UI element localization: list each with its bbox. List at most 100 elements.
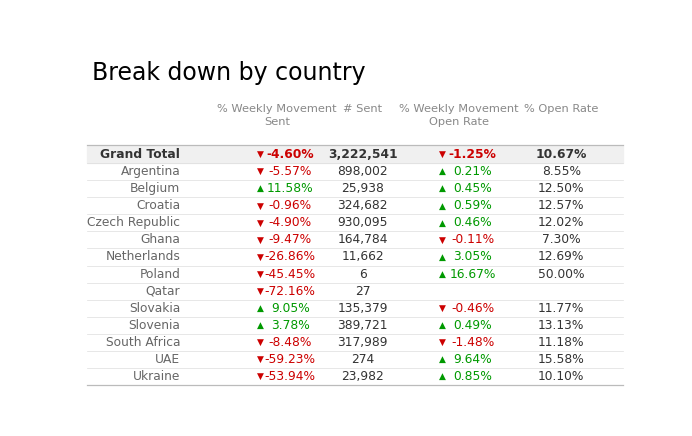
Text: ▼: ▼ xyxy=(257,167,264,176)
Text: ▼: ▼ xyxy=(257,218,264,228)
Text: Slovakia: Slovakia xyxy=(129,302,181,314)
Text: ▼: ▼ xyxy=(439,235,446,245)
Text: 317,989: 317,989 xyxy=(338,336,388,349)
Text: ▼: ▼ xyxy=(257,354,264,364)
Text: Czech Republic: Czech Republic xyxy=(87,216,181,229)
Text: -8.48%: -8.48% xyxy=(268,336,312,349)
Text: ▼: ▼ xyxy=(439,303,446,313)
Text: Argentina: Argentina xyxy=(120,165,181,178)
Text: 50.00%: 50.00% xyxy=(538,268,584,280)
Text: ▼: ▼ xyxy=(257,337,264,347)
Text: 0.49%: 0.49% xyxy=(453,319,492,332)
Text: ▲: ▲ xyxy=(439,252,446,262)
Text: 3,222,541: 3,222,541 xyxy=(328,148,397,161)
Text: 9.05%: 9.05% xyxy=(271,302,309,314)
Text: -59.23%: -59.23% xyxy=(265,353,316,366)
Text: Poland: Poland xyxy=(140,268,181,280)
Text: -0.46%: -0.46% xyxy=(451,302,494,314)
Text: 898,002: 898,002 xyxy=(338,165,388,178)
Text: 7.30%: 7.30% xyxy=(542,233,581,246)
Text: -1.25%: -1.25% xyxy=(448,148,497,161)
Text: 11.18%: 11.18% xyxy=(538,336,584,349)
Text: ▲: ▲ xyxy=(439,320,446,330)
Text: -72.16%: -72.16% xyxy=(265,285,316,297)
Text: Ukraine: Ukraine xyxy=(133,370,181,383)
Text: ▲: ▲ xyxy=(257,184,264,194)
Text: Qatar: Qatar xyxy=(146,285,181,297)
Text: ▲: ▲ xyxy=(439,354,446,364)
Text: 389,721: 389,721 xyxy=(338,319,388,332)
Text: ▼: ▼ xyxy=(257,201,264,211)
Text: ▼: ▼ xyxy=(257,235,264,245)
Text: 23,982: 23,982 xyxy=(341,370,384,383)
Text: Break down by country: Break down by country xyxy=(92,61,365,85)
Text: 9.64%: 9.64% xyxy=(453,353,492,366)
Text: 11.77%: 11.77% xyxy=(538,302,584,314)
Text: ▼: ▼ xyxy=(257,252,264,262)
Text: Grand Total: Grand Total xyxy=(100,148,181,161)
Text: 0.45%: 0.45% xyxy=(453,182,492,195)
Text: -9.47%: -9.47% xyxy=(268,233,312,246)
Text: 930,095: 930,095 xyxy=(338,216,388,229)
Text: -53.94%: -53.94% xyxy=(265,370,316,383)
Text: South Africa: South Africa xyxy=(106,336,181,349)
Text: -4.90%: -4.90% xyxy=(268,216,312,229)
Text: Croatia: Croatia xyxy=(136,199,181,212)
Text: -0.96%: -0.96% xyxy=(268,199,312,212)
FancyBboxPatch shape xyxy=(86,146,623,164)
Text: 324,682: 324,682 xyxy=(338,199,388,212)
Text: Ghana: Ghana xyxy=(140,233,181,246)
Text: 8.55%: 8.55% xyxy=(542,165,581,178)
Text: ▼: ▼ xyxy=(257,150,264,159)
Text: UAE: UAE xyxy=(155,353,181,366)
Text: ▼: ▼ xyxy=(257,269,264,279)
Text: ▲: ▲ xyxy=(439,371,446,381)
Text: ▼: ▼ xyxy=(439,150,446,159)
Text: 15.58%: 15.58% xyxy=(538,353,585,366)
Text: 16.67%: 16.67% xyxy=(449,268,496,280)
Text: -4.60%: -4.60% xyxy=(266,148,314,161)
Text: % Open Rate: % Open Rate xyxy=(524,104,599,114)
Text: ▲: ▲ xyxy=(257,303,264,313)
Text: 12.69%: 12.69% xyxy=(538,251,584,263)
Text: # Sent: # Sent xyxy=(343,104,382,114)
Text: ▼: ▼ xyxy=(257,286,264,296)
Text: 10.10%: 10.10% xyxy=(538,370,584,383)
Text: 6: 6 xyxy=(359,268,367,280)
Text: 11.58%: 11.58% xyxy=(267,182,313,195)
Text: % Weekly Movement
Sent: % Weekly Movement Sent xyxy=(217,104,337,127)
Text: ▲: ▲ xyxy=(439,184,446,194)
Text: 12.50%: 12.50% xyxy=(538,182,584,195)
Text: 0.59%: 0.59% xyxy=(453,199,492,212)
Text: ▼: ▼ xyxy=(439,337,446,347)
Text: 0.85%: 0.85% xyxy=(453,370,492,383)
Text: 13.13%: 13.13% xyxy=(538,319,584,332)
Text: 164,784: 164,784 xyxy=(338,233,388,246)
Text: 10.67%: 10.67% xyxy=(536,148,587,161)
Text: 27: 27 xyxy=(355,285,370,297)
Text: 25,938: 25,938 xyxy=(341,182,384,195)
Text: 11,662: 11,662 xyxy=(341,251,384,263)
Text: 12.02%: 12.02% xyxy=(538,216,584,229)
Text: 3.05%: 3.05% xyxy=(453,251,492,263)
Text: Belgium: Belgium xyxy=(130,182,181,195)
Text: ▲: ▲ xyxy=(439,167,446,176)
Text: -0.11%: -0.11% xyxy=(451,233,494,246)
Text: ▲: ▲ xyxy=(439,201,446,211)
Text: 274: 274 xyxy=(351,353,374,366)
Text: 0.21%: 0.21% xyxy=(453,165,492,178)
Text: 3.78%: 3.78% xyxy=(271,319,309,332)
Text: ▲: ▲ xyxy=(257,320,264,330)
Text: -5.57%: -5.57% xyxy=(268,165,312,178)
Text: 0.46%: 0.46% xyxy=(453,216,492,229)
Text: ▼: ▼ xyxy=(257,371,264,381)
Text: -26.86%: -26.86% xyxy=(265,251,316,263)
Text: ▲: ▲ xyxy=(439,269,446,279)
Text: 12.57%: 12.57% xyxy=(538,199,584,212)
Text: Slovenia: Slovenia xyxy=(129,319,181,332)
Text: -45.45%: -45.45% xyxy=(265,268,316,280)
Text: -1.48%: -1.48% xyxy=(451,336,494,349)
Text: 135,379: 135,379 xyxy=(338,302,388,314)
Text: ▲: ▲ xyxy=(439,218,446,228)
Text: Netherlands: Netherlands xyxy=(105,251,181,263)
